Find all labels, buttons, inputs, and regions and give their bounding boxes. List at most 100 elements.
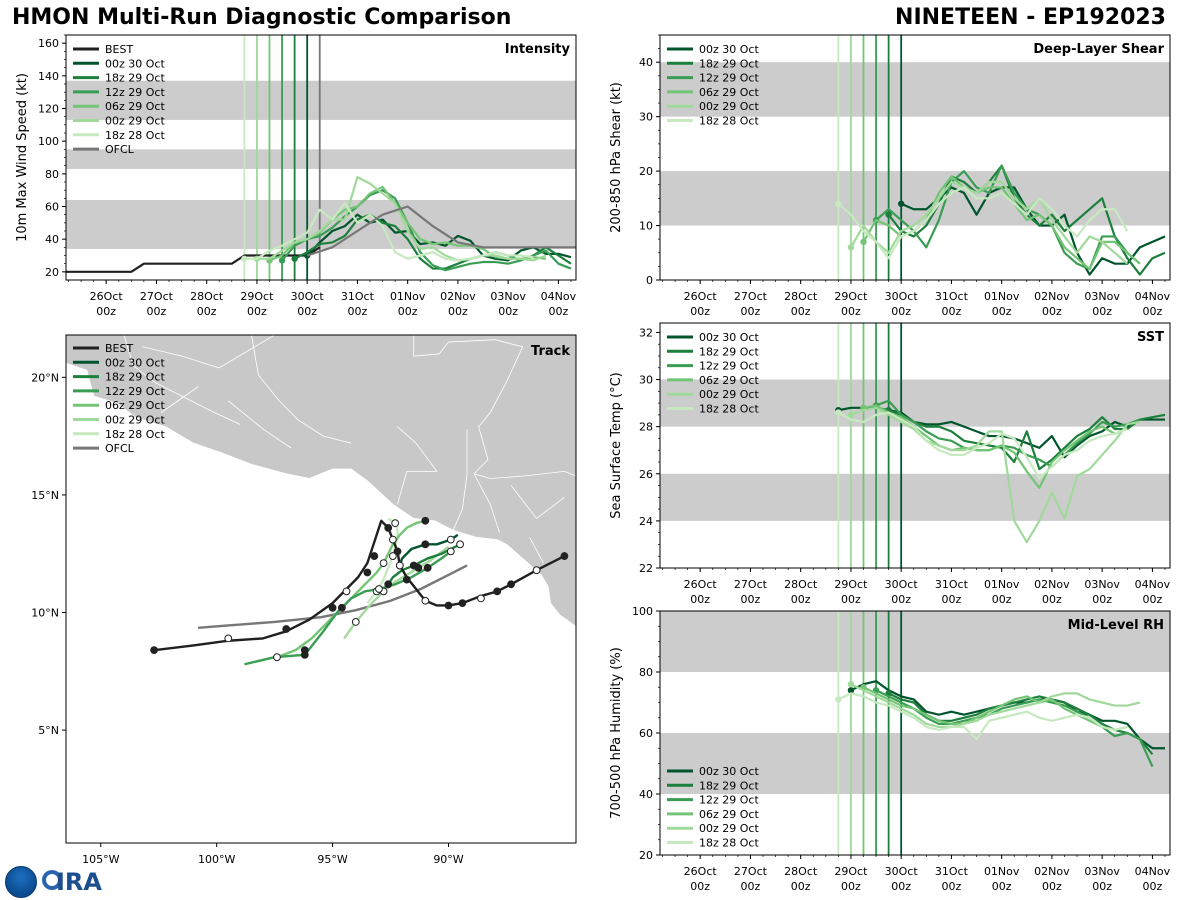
x-tick-label: 30Oct xyxy=(885,865,919,878)
x-tick-label: 00z xyxy=(690,880,710,893)
x-tick-label: 03Nov xyxy=(1084,578,1120,591)
sst-plot-area xyxy=(660,323,1170,568)
legend-label: 12z 29 Oct xyxy=(699,72,759,85)
x-tick-label: 00z xyxy=(791,880,811,893)
x-tick-label: 02Nov xyxy=(1034,290,1070,303)
state-border xyxy=(529,537,544,564)
y-tick-label: 20°N xyxy=(31,371,59,384)
legend-label: 12z 29 Oct xyxy=(105,385,165,398)
y-tick-label: 40 xyxy=(45,233,59,246)
state-border xyxy=(142,335,275,369)
x-tick-label: 00z xyxy=(841,593,861,606)
noaa-logo xyxy=(5,866,37,898)
track-point xyxy=(391,519,400,528)
legend-label: 00z 30 Oct xyxy=(699,43,759,56)
series-line-r12z29oct xyxy=(875,164,1141,271)
legend-label: 18z 28 Oct xyxy=(699,403,759,416)
x-tick-label: 00z xyxy=(741,593,761,606)
x-tick-label: 00z xyxy=(448,305,468,318)
legend-label: 00z 29 Oct xyxy=(105,414,165,427)
sst-panel: 22 24 26 28 30 32 26Oct 00z 27Oct 00z 28Oct 00z 29Oc… xyxy=(609,322,1171,606)
x-tick-label: 00z xyxy=(297,305,317,318)
state-border xyxy=(397,426,438,505)
track-point xyxy=(273,653,281,662)
track-line-r00z29oct xyxy=(343,545,450,640)
track-point xyxy=(446,547,455,556)
track-point xyxy=(421,540,430,549)
x-tick-label: 04Nov xyxy=(1135,578,1171,591)
legend-label: BEST xyxy=(105,43,133,56)
legend-label: 06z 29 Oct xyxy=(699,374,759,387)
series-start-point xyxy=(835,409,842,416)
track-point xyxy=(409,561,418,570)
track-point xyxy=(393,547,402,556)
category-band xyxy=(660,473,1170,521)
x-tick-label: 00z xyxy=(1143,593,1163,606)
legend-label: 00z 30 Oct xyxy=(105,57,165,70)
land-mass xyxy=(413,335,576,479)
x-tick-label: 00z xyxy=(348,305,368,318)
series-line-ofcl xyxy=(306,205,576,257)
legend-label: 00z 29 Oct xyxy=(105,115,165,128)
y-tick-label: 80 xyxy=(639,666,653,679)
shear-panel: 0 10 20 30 40 26Oct 00z 27Oct 00z 28Oct 00z 29Oct 00… xyxy=(609,34,1171,318)
x-tick-label: 28Oct xyxy=(784,578,818,591)
track-point xyxy=(337,603,346,612)
x-tick-label: 27Oct xyxy=(734,865,768,878)
series-line-r18z28oct xyxy=(837,411,1128,480)
y-tick-label: 15°N xyxy=(31,489,59,502)
x-tick-label: 00z xyxy=(197,305,217,318)
x-tick-label: 31Oct xyxy=(341,290,375,303)
y-tick-label: 100 xyxy=(632,605,653,618)
rh-plot-area xyxy=(660,611,1170,855)
x-tick-label: 30Oct xyxy=(291,290,325,303)
track-point xyxy=(458,599,467,608)
y-tick-label: 40 xyxy=(639,56,653,69)
legend-label: 18z 29 Oct xyxy=(699,57,759,70)
x-tick-label: 03Nov xyxy=(490,290,526,303)
y-axis-label: 200-850 hPa Shear (kt) xyxy=(609,82,624,233)
panel-title: Deep-Layer Shear xyxy=(1033,42,1164,57)
y-tick-label: 5°N xyxy=(38,724,59,737)
y-tick-label: 24 xyxy=(639,515,653,528)
track-point xyxy=(388,535,397,544)
y-tick-label: 10°N xyxy=(31,607,59,620)
x-tick-label: 02Nov xyxy=(1034,578,1070,591)
x-tick-label: 00z xyxy=(1042,305,1062,318)
x-tick-label: 00z xyxy=(891,880,911,893)
shear-plot-area xyxy=(660,35,1170,280)
series-line-r18z28oct xyxy=(837,186,1129,260)
x-tick-label: 01Nov xyxy=(984,865,1020,878)
land-mass xyxy=(66,335,576,628)
legend-label: OFCL xyxy=(105,442,135,455)
x-tick-label: 00z xyxy=(841,305,861,318)
x-tick-label: 00z xyxy=(891,305,911,318)
track-panel: 105°W 100°W 95°W 90°W 5°N 10°N 15°N 20°N Track BE… xyxy=(31,334,577,866)
track-point xyxy=(370,552,379,560)
track-point xyxy=(224,634,233,643)
track-point xyxy=(402,575,411,584)
storm-id: NINETEEN - EP192023 xyxy=(895,5,1166,30)
track-point xyxy=(507,580,515,589)
legend-label: 18z 29 Oct xyxy=(699,345,759,358)
x-tick-label: 03Nov xyxy=(1084,865,1120,878)
x-tick-label: 01Nov xyxy=(984,290,1020,303)
y-tick-label: 80 xyxy=(45,168,59,181)
x-tick-label: 95°W xyxy=(317,853,347,866)
series-line-r00z29oct xyxy=(256,176,547,262)
legend-label: 00z 29 Oct xyxy=(699,822,759,835)
x-tick-label: 00z xyxy=(791,305,811,318)
series-start-point xyxy=(291,255,298,262)
y-tick-label: 120 xyxy=(38,103,59,116)
category-band xyxy=(66,80,576,120)
track-point xyxy=(328,603,337,612)
series-start-point xyxy=(860,238,867,246)
x-tick-label: 29Oct xyxy=(834,290,868,303)
series-start-point xyxy=(847,411,855,419)
series-start-point xyxy=(847,681,855,688)
series-start-point xyxy=(241,255,248,262)
legend-label: 06z 29 Oct xyxy=(699,808,759,821)
panel-title: SST xyxy=(1137,330,1164,345)
legend-label: 18z 28 Oct xyxy=(699,837,759,850)
